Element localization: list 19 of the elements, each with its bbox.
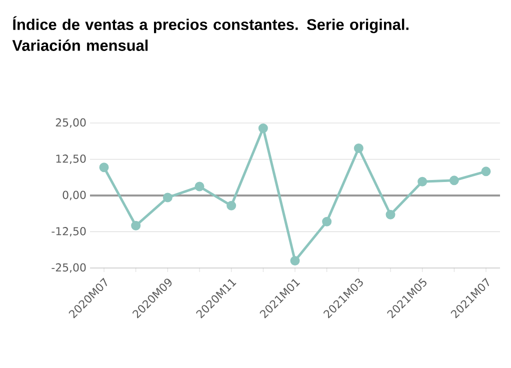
point (290, 256, 300, 266)
point (99, 162, 109, 172)
point (386, 210, 396, 220)
y-tick-label: 12,50 (56, 154, 86, 164)
point (226, 200, 236, 210)
point (322, 216, 332, 226)
y-tick-label: -12,50 (52, 227, 86, 236)
point (162, 192, 172, 202)
point (131, 220, 141, 230)
point (194, 182, 204, 192)
point (258, 123, 268, 133)
y-tick-label: -25,00 (52, 263, 86, 273)
chart-title: Índice de ventas a precios constantes. Serie original. Variación mensual (12, 16, 408, 51)
y-tick-label: 25,00 (56, 118, 86, 128)
point (481, 166, 491, 176)
point (418, 176, 428, 186)
point (354, 143, 364, 153)
y-tick-label: 0,00 (62, 190, 86, 200)
point (449, 176, 459, 186)
